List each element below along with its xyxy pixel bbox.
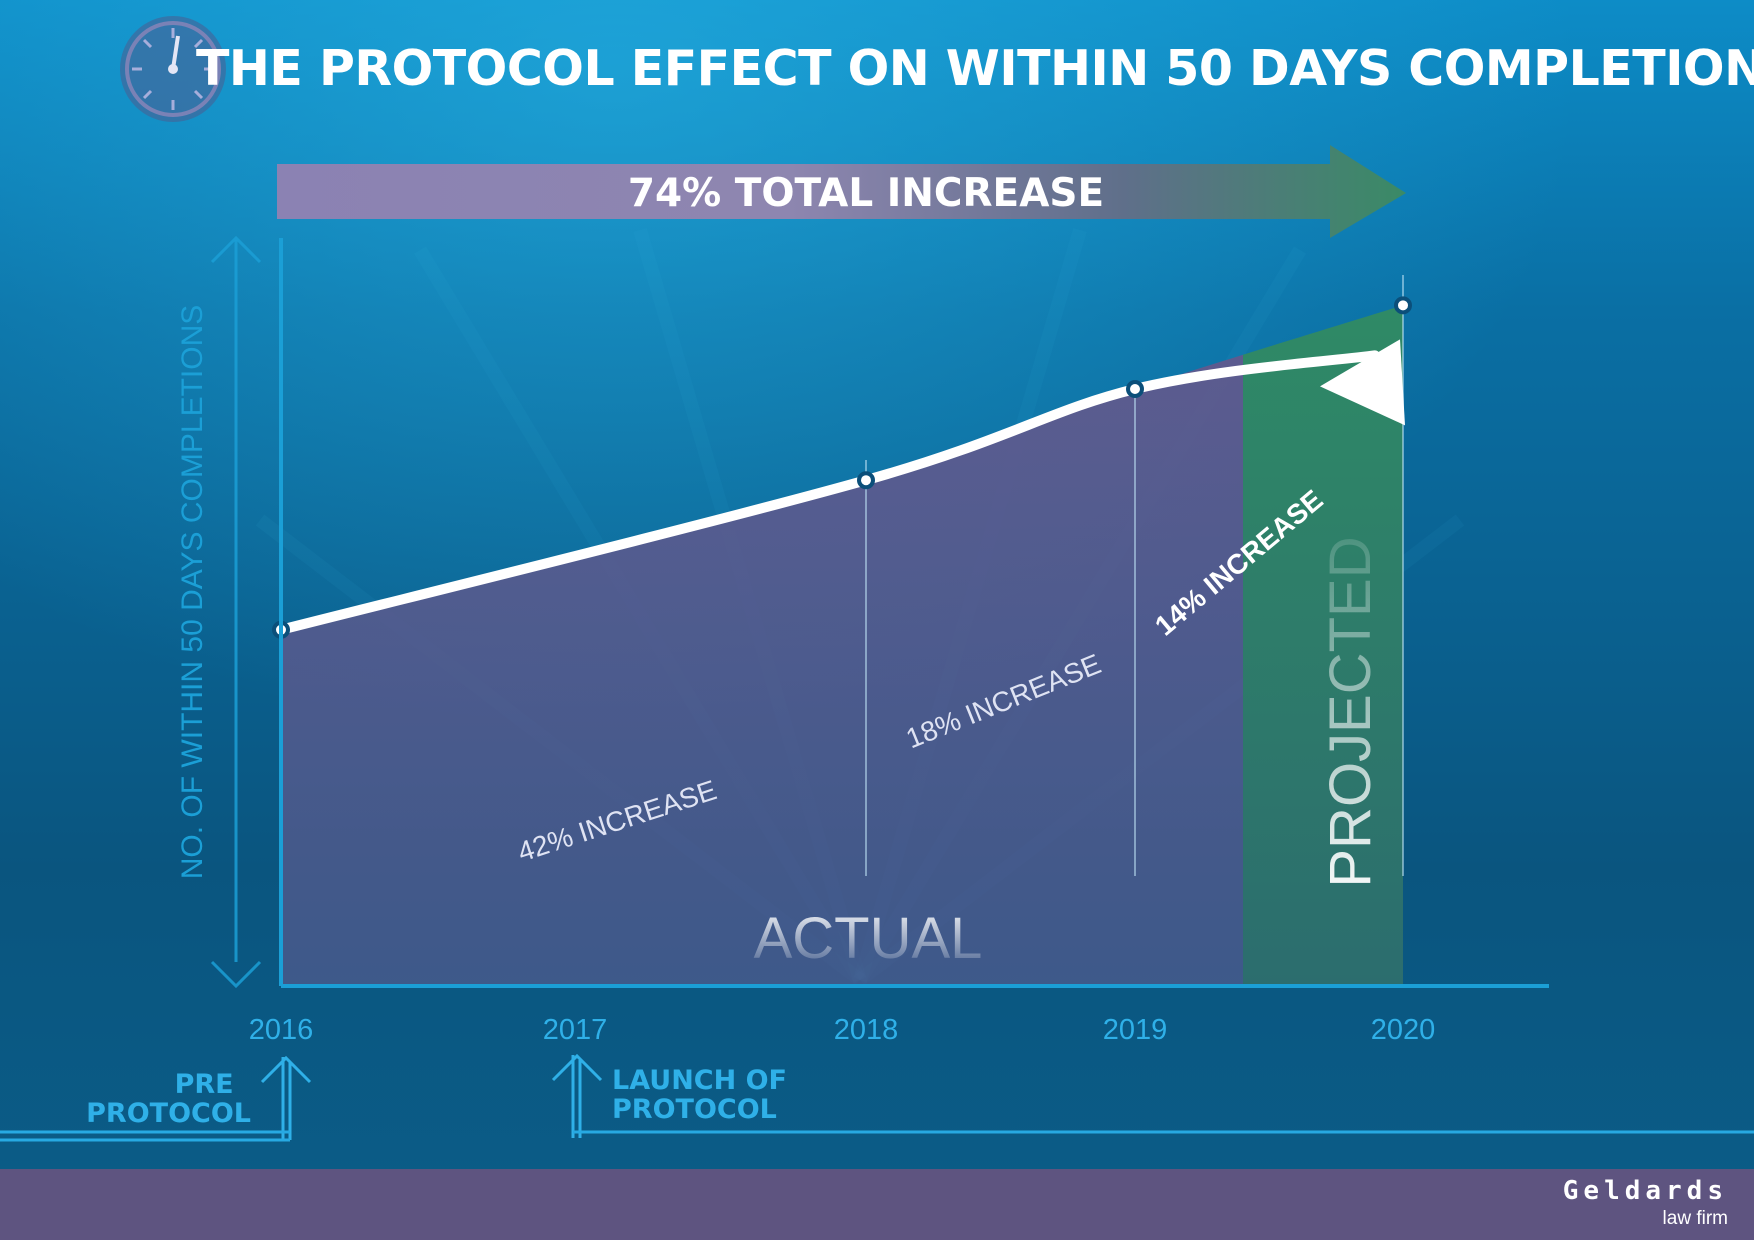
region-label-projected: PROJECTED: [1318, 536, 1383, 887]
footer-bar: [0, 1169, 1754, 1240]
x-tick-2018: 2018: [834, 1014, 899, 1046]
series-line: [276, 350, 1380, 635]
actual-area: [281, 354, 1243, 986]
x-tick-2016: 2016: [249, 1014, 314, 1046]
x-tick-2020: 2020: [1371, 1014, 1436, 1046]
milestone-baseline: [0, 1130, 1754, 1142]
x-tick-labels: 2016 2017 2018 2019 2020: [249, 1014, 1436, 1046]
milestone-launch: LAUNCH OF PROTOCOL: [612, 1065, 796, 1125]
x-tick-2019: 2019: [1103, 1014, 1168, 1046]
data-point-2018: [857, 471, 875, 490]
brand-logo-subtitle: law firm: [1662, 1208, 1728, 1229]
stopwatch-icon: [120, 16, 226, 122]
milestone-arrows: [260, 1053, 603, 1140]
region-label-actual: ACTUAL: [754, 906, 983, 971]
brand-logo-name: Geldards: [1562, 1176, 1728, 1206]
y-axis-label: NO. OF WITHIN 50 DAYS COMPLETIONS: [176, 305, 209, 880]
x-tick-2017: 2017: [543, 1014, 608, 1046]
series-arrowhead: [1320, 339, 1405, 426]
banner-label: 74% TOTAL INCREASE: [628, 171, 1104, 216]
data-point-2019: [1126, 380, 1144, 399]
page-title: THE PROTOCOL EFFECT ON WITHIN 50 DAYS CO…: [196, 40, 1754, 97]
y-axis-indicator: [210, 235, 262, 989]
projected-area: [1243, 305, 1403, 986]
data-point-2020: [1394, 296, 1412, 315]
banner-arrow: [277, 145, 1406, 238]
total-increase-banner: 74% TOTAL INCREASE: [277, 145, 1406, 238]
milestone-pre-protocol: PRE PROTOCOL: [86, 1069, 251, 1129]
